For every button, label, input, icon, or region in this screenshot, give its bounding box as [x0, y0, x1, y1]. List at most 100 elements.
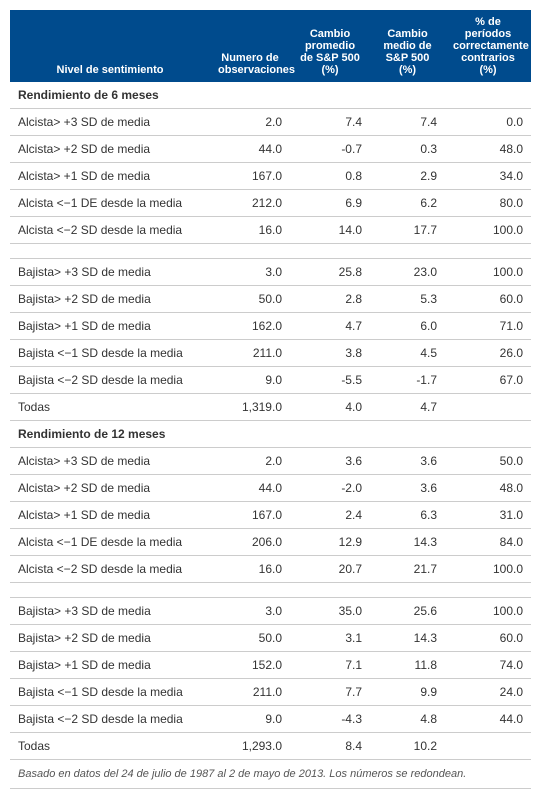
cell-obs: 152.0: [210, 652, 290, 679]
cell-obs: 3.0: [210, 259, 290, 286]
cell-pct: 48.0: [445, 475, 531, 502]
col-obs: Numero de observaciones: [210, 10, 290, 82]
cell-avg: 6.9: [290, 190, 370, 217]
col-level: Nivel de sentimiento: [10, 10, 210, 82]
row-label: Bajista> +3 SD de media: [10, 259, 210, 286]
cell-pct: 100.0: [445, 598, 531, 625]
cell-obs: 44.0: [210, 136, 290, 163]
cell-avg: 0.8: [290, 163, 370, 190]
section-header: Rendimiento de 12 meses: [10, 421, 531, 448]
row-label: Bajista <−1 SD desde la media: [10, 340, 210, 367]
cell-pct: 67.0: [445, 367, 531, 394]
row-label: Alcista <−1 DE desde la media: [10, 190, 210, 217]
cell-pct: 74.0: [445, 652, 531, 679]
row-label: Bajista> +2 SD de media: [10, 286, 210, 313]
cell-avg: 8.4: [290, 733, 370, 760]
cell-avg: 4.0: [290, 394, 370, 421]
section-title: Rendimiento de 12 meses: [10, 421, 531, 448]
table-row: Alcista> +3 SD de media2.07.47.40.0: [10, 109, 531, 136]
row-label: Alcista <−1 DE desde la media: [10, 529, 210, 556]
row-label: Todas: [10, 733, 210, 760]
table-row: Bajista> +3 SD de media3.035.025.6100.0: [10, 598, 531, 625]
section-header: Rendimiento de 6 meses: [10, 82, 531, 109]
table-row: Bajista> +1 SD de media152.07.111.874.0: [10, 652, 531, 679]
cell-obs: 211.0: [210, 679, 290, 706]
cell-med: 11.8: [370, 652, 445, 679]
cell-pct: 26.0: [445, 340, 531, 367]
cell-med: -1.7: [370, 367, 445, 394]
cell-obs: 167.0: [210, 502, 290, 529]
row-label: Alcista> +1 SD de media: [10, 163, 210, 190]
table-row: Alcista <−2 SD desde la media16.020.721.…: [10, 556, 531, 583]
table-row: Todas1,319.04.04.7: [10, 394, 531, 421]
spacer-row: [10, 583, 531, 598]
cell-pct: 71.0: [445, 313, 531, 340]
cell-med: 4.5: [370, 340, 445, 367]
cell-pct: 50.0: [445, 448, 531, 475]
cell-obs: 9.0: [210, 706, 290, 733]
cell-obs: 167.0: [210, 163, 290, 190]
row-label: Alcista> +2 SD de media: [10, 136, 210, 163]
cell-obs: 1,319.0: [210, 394, 290, 421]
footnote-text: Basado en datos del 24 de julio de 1987 …: [10, 760, 531, 789]
cell-med: 3.6: [370, 448, 445, 475]
cell-avg: 12.9: [290, 529, 370, 556]
table-row: Bajista <−1 SD desde la media211.03.84.5…: [10, 340, 531, 367]
cell-med: 4.8: [370, 706, 445, 733]
cell-pct: 31.0: [445, 502, 531, 529]
cell-med: 17.7: [370, 217, 445, 244]
cell-obs: 9.0: [210, 367, 290, 394]
cell-pct: [445, 733, 531, 760]
cell-obs: 1,293.0: [210, 733, 290, 760]
cell-obs: 206.0: [210, 529, 290, 556]
cell-obs: 50.0: [210, 286, 290, 313]
table-row: Alcista> +2 SD de media44.0-2.03.648.0: [10, 475, 531, 502]
spacer-row: [10, 244, 531, 259]
cell-med: 23.0: [370, 259, 445, 286]
cell-obs: 16.0: [210, 556, 290, 583]
section-title: Rendimiento de 6 meses: [10, 82, 531, 109]
cell-pct: 100.0: [445, 556, 531, 583]
cell-pct: 0.0: [445, 109, 531, 136]
row-label: Todas: [10, 394, 210, 421]
table-row: Alcista <−2 SD desde la media16.014.017.…: [10, 217, 531, 244]
row-label: Bajista <−2 SD desde la media: [10, 367, 210, 394]
table-row: Bajista> +2 SD de media50.03.114.360.0: [10, 625, 531, 652]
cell-pct: 24.0: [445, 679, 531, 706]
row-label: Alcista <−2 SD desde la media: [10, 556, 210, 583]
table-row: Bajista <−1 SD desde la media211.07.79.9…: [10, 679, 531, 706]
cell-pct: 34.0: [445, 163, 531, 190]
cell-pct: 60.0: [445, 625, 531, 652]
row-label: Alcista> +3 SD de media: [10, 109, 210, 136]
cell-med: 6.3: [370, 502, 445, 529]
row-label: Bajista> +1 SD de media: [10, 313, 210, 340]
row-label: Alcista> +3 SD de media: [10, 448, 210, 475]
cell-avg: -2.0: [290, 475, 370, 502]
cell-avg: 7.1: [290, 652, 370, 679]
cell-med: 5.3: [370, 286, 445, 313]
row-label: Alcista> +1 SD de media: [10, 502, 210, 529]
cell-pct: 100.0: [445, 259, 531, 286]
cell-pct: 84.0: [445, 529, 531, 556]
cell-avg: 35.0: [290, 598, 370, 625]
cell-med: 21.7: [370, 556, 445, 583]
cell-avg: 2.8: [290, 286, 370, 313]
cell-obs: 50.0: [210, 625, 290, 652]
cell-med: 6.2: [370, 190, 445, 217]
table-row: Bajista> +3 SD de media3.025.823.0100.0: [10, 259, 531, 286]
col-avg: Cambio promedio de S&P 500 (%): [290, 10, 370, 82]
row-label: Bajista> +2 SD de media: [10, 625, 210, 652]
cell-avg: 7.7: [290, 679, 370, 706]
cell-avg: 3.6: [290, 448, 370, 475]
cell-avg: -5.5: [290, 367, 370, 394]
row-label: Bajista> +3 SD de media: [10, 598, 210, 625]
cell-obs: 2.0: [210, 109, 290, 136]
cell-med: 25.6: [370, 598, 445, 625]
cell-obs: 2.0: [210, 448, 290, 475]
cell-obs: 3.0: [210, 598, 290, 625]
table-row: Bajista <−2 SD desde la media9.0-5.5-1.7…: [10, 367, 531, 394]
col-med: Cambio medio de S&P 500 (%): [370, 10, 445, 82]
table-row: Bajista <−2 SD desde la media9.0-4.34.84…: [10, 706, 531, 733]
cell-avg: 3.1: [290, 625, 370, 652]
sentiment-table: Nivel de sentimiento Numero de observaci…: [10, 10, 531, 789]
